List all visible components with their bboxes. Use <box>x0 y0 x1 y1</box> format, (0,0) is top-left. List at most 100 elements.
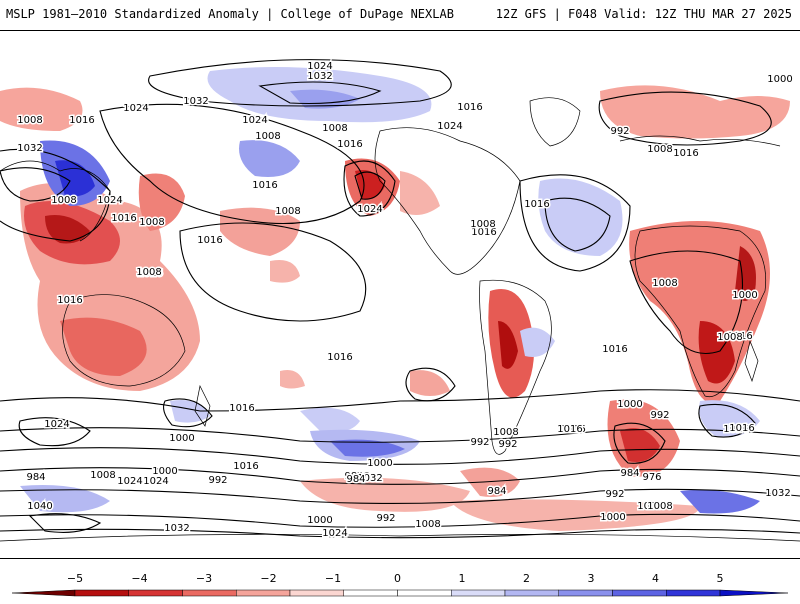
colorbar-swatch <box>236 589 291 597</box>
neg-anomaly-south-pacific <box>280 370 305 389</box>
isobar-se-pacific-1016 <box>405 367 456 402</box>
isobar-label: 1040 <box>27 501 52 512</box>
isobar-label: 1032 <box>164 523 189 534</box>
isobar-pacific-1016 <box>99 103 365 225</box>
isobar-label: 1016 <box>673 148 698 159</box>
neg-anomaly-drake <box>460 467 520 497</box>
isobar-label: 1008 <box>255 131 280 142</box>
isobar-label: 992 <box>650 410 669 421</box>
neg-anomaly-australia-core <box>60 317 147 376</box>
isobar-label: 1016 <box>111 213 136 224</box>
colorbar-tick-label: −2 <box>260 572 276 585</box>
isobar-antarctic-pac-1040 <box>28 513 102 533</box>
isobar-label: 1016 <box>524 199 549 210</box>
isobar-label: 1008 <box>139 217 164 228</box>
isobar-label: 1008 <box>647 501 672 512</box>
isobar-subtropical-1016 <box>179 222 367 322</box>
isobar-north-pacific-high <box>148 59 452 107</box>
isobar-south-pacific-1024 <box>18 417 91 447</box>
colorbar-ticks: −5 −4 −3 −2 −1 0 1 2 3 4 5 <box>67 572 724 585</box>
colorbar-tick-label: 2 <box>523 572 530 585</box>
isobar-south-1016 <box>0 389 800 412</box>
isobar-label: 1016 <box>137 268 162 279</box>
isobar-label: 1024 <box>117 476 142 487</box>
isobar-label: 1032 <box>307 71 332 82</box>
isobar-label: 984 <box>26 472 45 483</box>
isobar-north-atlantic-low <box>598 91 772 146</box>
pos-anomaly-se-pacific <box>520 327 555 357</box>
isobar-label: 1000 <box>152 466 177 477</box>
isobar-label: 1024 <box>123 103 148 114</box>
isobar-label: 1008 <box>275 206 300 217</box>
isobar-label: 1016 <box>252 180 277 191</box>
colorbar-swatch <box>666 589 721 597</box>
isobar-label: 1016 <box>602 344 627 355</box>
isobar-label: 992 <box>470 437 489 448</box>
colorbar-tick-label: −5 <box>67 572 83 585</box>
isobar-label: 984 <box>620 468 639 479</box>
isobar-south-indian-high <box>698 403 756 438</box>
isobar-label: 1000 <box>600 512 625 523</box>
isobar-south-1000 <box>0 447 800 465</box>
isobar-label: 1016 <box>560 424 585 435</box>
isobar-africa-1008 <box>629 250 743 355</box>
isobar-label: 1008 <box>51 195 76 206</box>
coast-madagascar <box>744 339 759 383</box>
neg-anomaly-sw-us <box>400 171 440 215</box>
colorbar-tick-label: 5 <box>717 572 724 585</box>
isobar-label: 1008 <box>652 278 677 289</box>
colorbar-min-arrow <box>11 589 76 597</box>
isobar-label: 1032 <box>17 143 42 154</box>
isobar-label: 1032 <box>765 488 790 499</box>
colorbar-tick-label: 4 <box>652 572 659 585</box>
pos-anomaly-antarctic-indian <box>680 489 760 514</box>
neg-anomaly-nw-pacific <box>0 87 83 131</box>
isobar-label: 1000 <box>617 399 642 410</box>
isobar-asia-1032 <box>0 167 71 202</box>
colorbar-tick-label: 0 <box>394 572 401 585</box>
neg-anomaly-south-atlantic-core <box>620 428 660 462</box>
isobar-label: 1024 <box>242 115 267 126</box>
neg-anomaly-east-africa <box>735 246 756 301</box>
isobar-south-984 <box>0 488 800 504</box>
isobar-label: 1008 <box>470 219 495 230</box>
pos-anomaly-gulf-alaska <box>239 140 300 177</box>
isobar-label: 1000 <box>617 399 642 410</box>
isobar-south-992 <box>0 467 800 485</box>
coast-europe <box>619 135 781 147</box>
isobar-label: 1016 <box>69 115 94 126</box>
isobar-label: 1008 <box>717 332 742 343</box>
isobar-label: 1024 <box>44 419 69 430</box>
pos-anomaly-antarctic-pac <box>20 485 110 513</box>
isobar-label: 976 <box>642 472 661 483</box>
header: MSLP 1981–2010 Standardized Anomaly | Co… <box>0 0 800 30</box>
isobar-label: 1024 <box>357 204 382 215</box>
isobar-label: 1008 <box>136 267 161 278</box>
isobar-label: 1008 <box>493 427 518 438</box>
isobar-label: 992 <box>376 513 395 524</box>
coast-south-america <box>479 279 552 455</box>
isobar-label: 1016 <box>727 331 752 342</box>
isobar-atlantic-high-outer <box>519 174 631 272</box>
neg-anomaly-s-america-core <box>498 321 518 369</box>
isobar-label: 1032 <box>357 473 382 484</box>
isobar-label: 1008 <box>415 519 440 530</box>
neg-anomaly-south-pacific-2 <box>410 370 450 396</box>
isobar-label: 1016 <box>233 461 258 472</box>
colorbar-swatch <box>504 589 559 597</box>
isobar-label: 1016 <box>457 102 482 113</box>
isobar-label: 1008 <box>17 115 42 126</box>
coast-antarctica <box>0 533 800 542</box>
coast-greenland <box>529 97 581 147</box>
colorbar-tick-label: −1 <box>325 572 341 585</box>
isobar-label: 1008 <box>637 501 662 512</box>
isobar-tasman-1016 <box>163 398 213 428</box>
pos-anomaly-south-indian <box>699 400 760 437</box>
colorbar-swatch <box>397 589 452 597</box>
isobar-label: 1016 <box>57 295 82 306</box>
coast-australia <box>62 294 186 387</box>
isobar-label: 1008 <box>322 123 347 134</box>
isobar-label: 1024 <box>143 476 168 487</box>
